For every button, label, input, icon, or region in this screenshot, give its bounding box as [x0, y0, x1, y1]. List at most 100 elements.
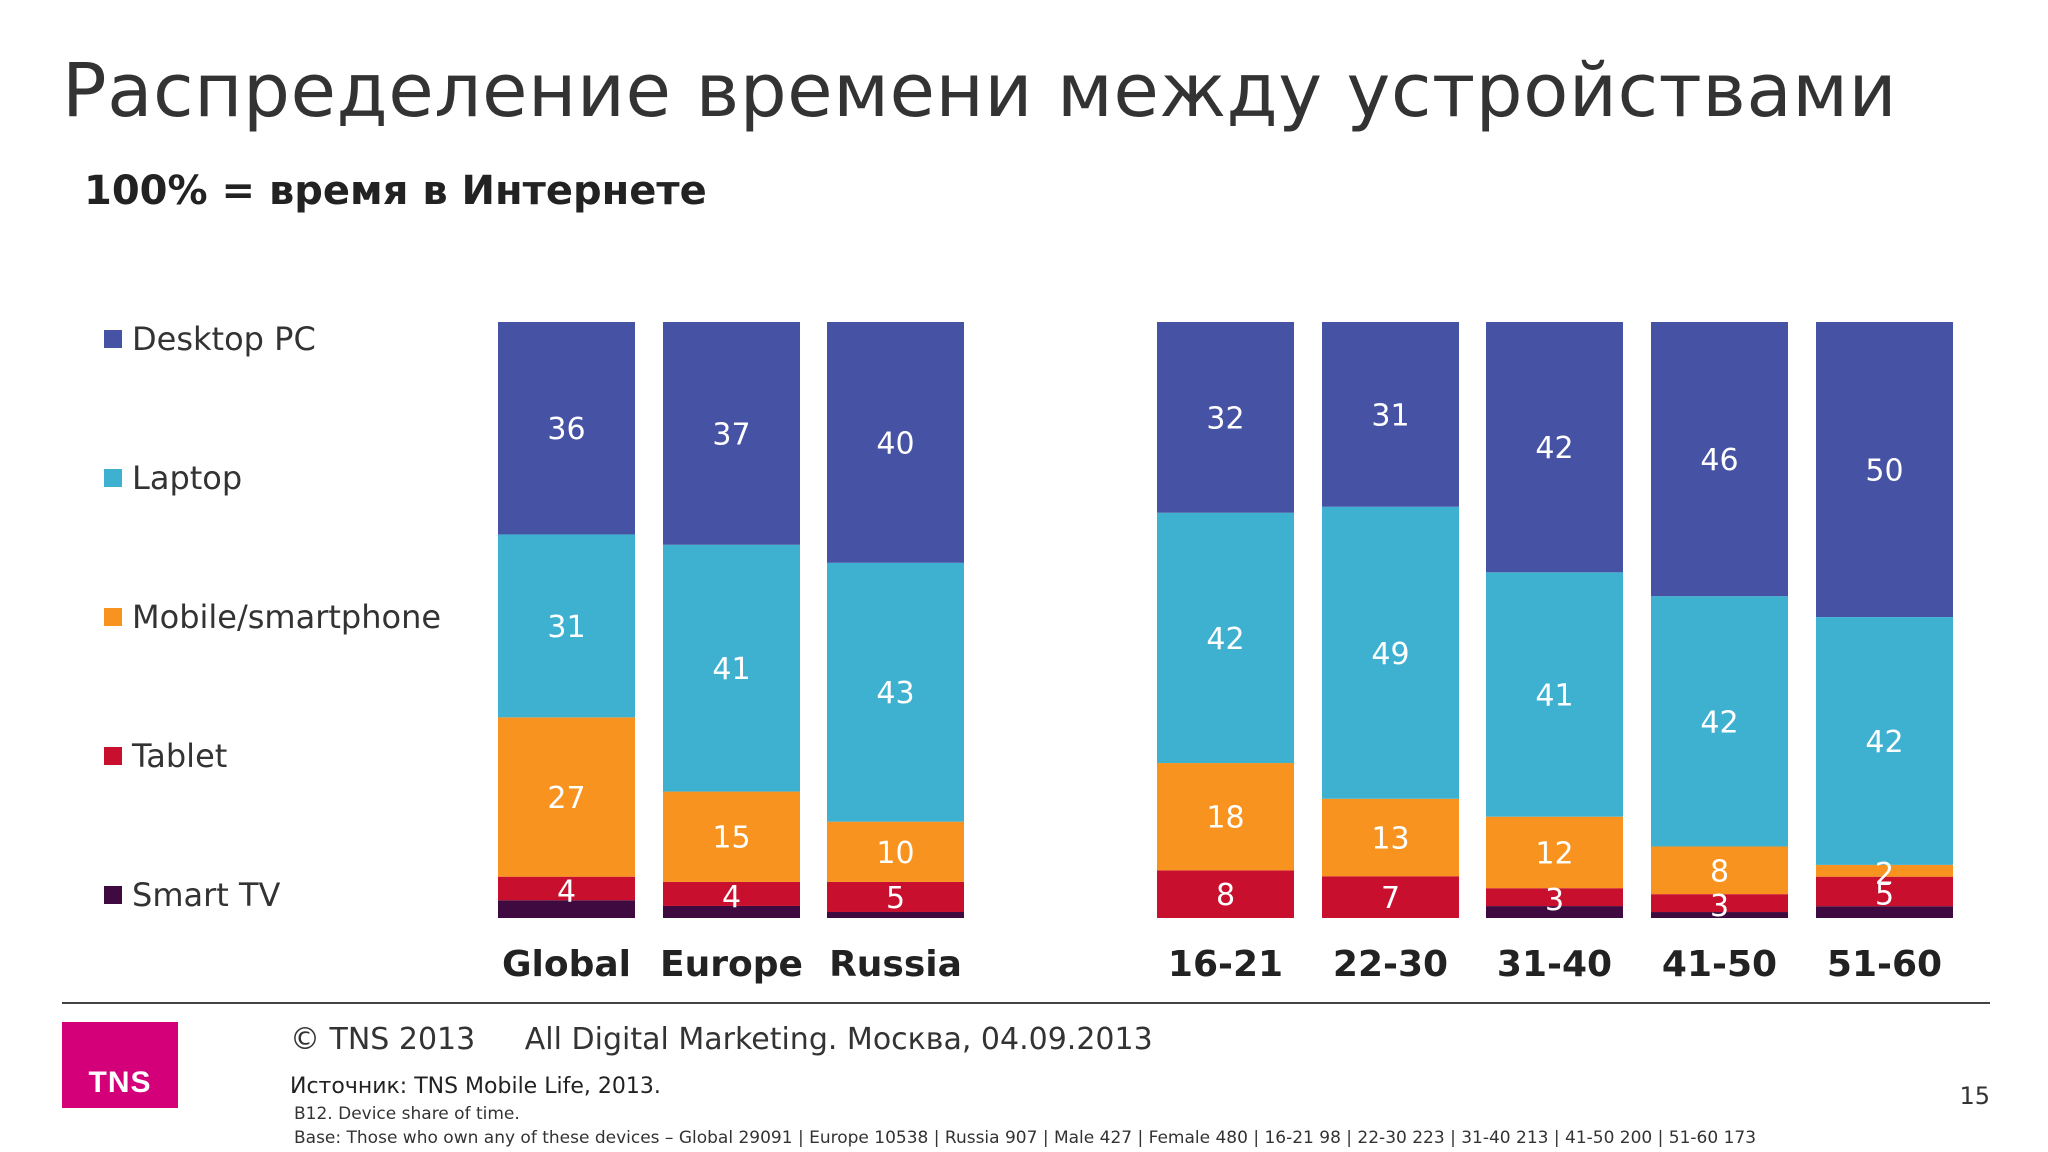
bar-segment-2-1	[663, 322, 800, 545]
bar-segment-6-1	[1486, 322, 1623, 573]
bar-segment-2-4	[663, 881, 800, 906]
data-label-5-1: 31	[1371, 398, 1409, 433]
category-label-3: Russia	[829, 944, 962, 985]
bar-segment-1-2	[498, 534, 635, 718]
bar-segment-6-5	[1486, 906, 1623, 918]
bar-segment-5-1	[1322, 322, 1459, 507]
data-label-7-2: 42	[1700, 705, 1738, 740]
data-label-4-4: 8	[1216, 878, 1235, 913]
bar-segment-7-1	[1651, 322, 1788, 597]
legend-swatch-tablet	[104, 747, 122, 765]
bar-segment-1-4	[498, 876, 635, 901]
bar-segment-2-5	[663, 905, 800, 918]
footer-copyright: © TNS 2013	[290, 1022, 476, 1057]
bar-segment-3-5	[827, 911, 964, 918]
bar-segment-4-3	[1157, 763, 1294, 871]
bar-segment-5-4	[1322, 876, 1459, 918]
legend-swatch-smarttv	[104, 886, 122, 904]
bar-segment-3-1	[827, 322, 964, 563]
footer-divider	[62, 1002, 1990, 1004]
data-label-1-4: 4	[557, 874, 576, 909]
legend-item-tablet: Tablet	[104, 737, 227, 775]
bar-segment-3-3	[827, 821, 964, 882]
data-label-5-2: 49	[1371, 637, 1409, 672]
legend-item-mobile: Mobile/smartphone	[104, 598, 441, 636]
data-label-5-4: 7	[1381, 881, 1400, 916]
slide-subtitle: 100% = время в Интернете	[84, 168, 707, 214]
data-label-3-3: 10	[876, 836, 914, 871]
data-label-8-4: 5	[1875, 877, 1894, 912]
bar-segment-8-1	[1816, 322, 1953, 618]
data-label-3-2: 43	[876, 676, 914, 711]
bar-segment-6-3	[1486, 816, 1623, 889]
bar-segment-3-4	[827, 881, 964, 912]
data-label-2-3: 15	[712, 821, 750, 856]
category-label-2: Europe	[660, 944, 803, 985]
legend-label-mobile: Mobile/smartphone	[132, 598, 442, 636]
data-label-3-1: 40	[876, 426, 914, 461]
category-label-7: 41-50	[1662, 944, 1777, 985]
slide-title: Распределение времени между устройствами	[62, 48, 1898, 134]
data-label-4-2: 42	[1206, 622, 1244, 657]
bar-segment-1-1	[498, 322, 635, 535]
data-label-6-4: 3	[1545, 883, 1564, 918]
stacked-bar-chart: 4273136Global4154137Europe5104340Russia8…	[498, 322, 1953, 985]
bar-segment-2-2	[663, 544, 800, 792]
data-label-7-1: 46	[1700, 443, 1738, 478]
page-number: 15	[1959, 1082, 1990, 1110]
data-label-4-1: 32	[1206, 401, 1244, 436]
data-label-2-2: 41	[712, 652, 750, 687]
bar-segment-6-2	[1486, 572, 1623, 817]
tns-logo: TNS	[62, 1022, 178, 1108]
bar-segment-8-2	[1816, 617, 1953, 865]
bar-segment-1-3	[498, 717, 635, 877]
data-label-2-1: 37	[712, 417, 750, 452]
data-label-1-1: 36	[547, 412, 585, 447]
bar-segment-2-3	[663, 791, 800, 882]
bar-segment-8-5	[1816, 906, 1953, 918]
legend-swatch-desktop	[104, 330, 122, 348]
legend-item-laptop: Laptop	[104, 459, 242, 497]
data-label-6-1: 42	[1535, 431, 1573, 466]
bar-segment-4-1	[1157, 322, 1294, 513]
footer-event: All Digital Marketing. Москва, 04.09.201…	[524, 1022, 1153, 1057]
bar-segment-7-4	[1651, 894, 1788, 913]
data-label-8-3: 2	[1875, 857, 1894, 892]
legend-swatch-laptop	[104, 469, 122, 487]
data-label-8-1: 50	[1865, 454, 1903, 489]
tns-logo-text: TNS	[88, 1066, 152, 1099]
data-label-2-4: 4	[722, 880, 741, 915]
legend-label-laptop: Laptop	[132, 459, 243, 497]
category-label-4: 16-21	[1168, 944, 1283, 985]
data-label-3-4: 5	[886, 881, 905, 916]
category-label-5: 22-30	[1333, 944, 1448, 985]
data-label-1-3: 27	[547, 781, 585, 816]
bar-segment-8-3	[1816, 864, 1953, 877]
footer-base: Base: Those who own any of these devices…	[294, 1128, 1757, 1148]
legend-swatch-mobile	[104, 608, 122, 626]
data-label-6-3: 12	[1535, 836, 1573, 871]
bar-segment-6-4	[1486, 888, 1623, 907]
bar-segment-7-3	[1651, 846, 1788, 895]
data-label-7-3: 8	[1710, 854, 1729, 889]
bar-segment-3-2	[827, 562, 964, 822]
bar-segment-8-4	[1816, 876, 1953, 907]
category-label-1: Global	[502, 944, 631, 985]
legend-item-desktop: Desktop PC	[104, 320, 316, 358]
bar-segment-5-3	[1322, 798, 1459, 877]
bar-segment-4-4	[1157, 870, 1294, 918]
data-label-7-4: 3	[1710, 889, 1729, 924]
legend-label-smarttv: Smart TV	[132, 876, 281, 914]
footer-question: B12. Device share of time.	[294, 1104, 520, 1124]
category-label-8: 51-60	[1827, 944, 1942, 985]
data-label-4-3: 18	[1206, 801, 1244, 836]
legend-label-tablet: Tablet	[132, 737, 228, 775]
legend-label-desktop: Desktop PC	[132, 320, 316, 358]
legend-item-smarttv: Smart TV	[104, 876, 280, 914]
category-label-6: 31-40	[1497, 944, 1612, 985]
bar-segment-5-2	[1322, 506, 1459, 799]
bar-segment-1-5	[498, 900, 635, 918]
data-label-8-2: 42	[1865, 725, 1903, 760]
data-label-6-2: 41	[1535, 679, 1573, 714]
data-label-1-2: 31	[547, 610, 585, 645]
